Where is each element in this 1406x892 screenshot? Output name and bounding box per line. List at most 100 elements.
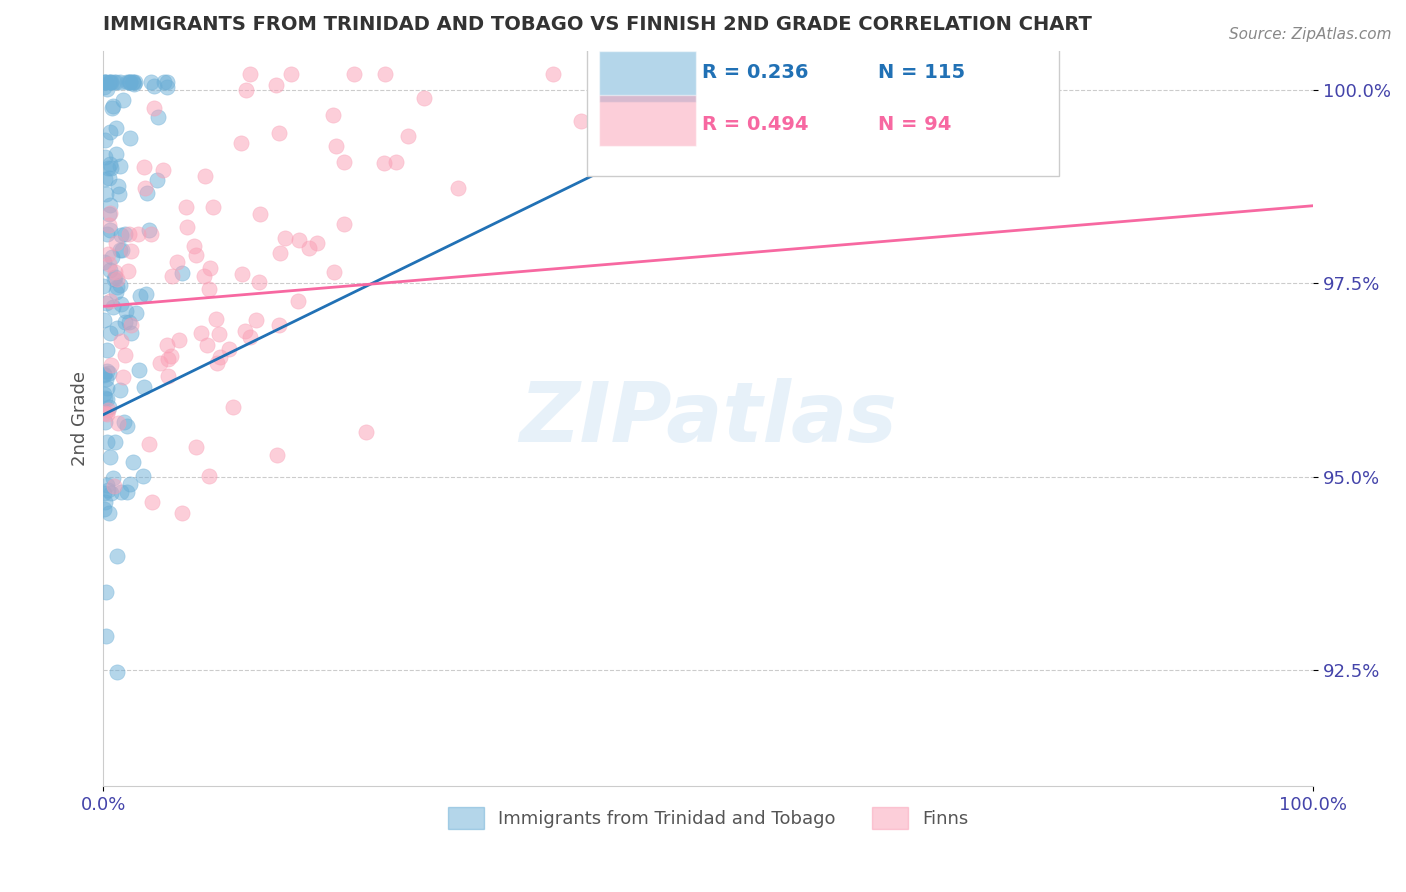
Point bbox=[108, 159, 131, 173]
Point bbox=[124, 306, 146, 320]
Point bbox=[100, 485, 122, 500]
Point bbox=[156, 79, 179, 94]
Point bbox=[135, 286, 157, 301]
Point bbox=[108, 243, 131, 257]
Point bbox=[202, 200, 225, 214]
Point bbox=[160, 268, 183, 283]
Point bbox=[541, 67, 564, 81]
Point bbox=[111, 369, 134, 384]
Point bbox=[101, 101, 124, 115]
Point bbox=[108, 383, 131, 397]
Point bbox=[117, 264, 139, 278]
FancyBboxPatch shape bbox=[599, 95, 696, 146]
Point bbox=[172, 506, 194, 520]
Point bbox=[100, 250, 122, 264]
Point bbox=[134, 160, 156, 174]
Point bbox=[96, 407, 118, 421]
Point bbox=[197, 469, 219, 483]
Point bbox=[94, 150, 117, 164]
Point bbox=[118, 75, 141, 89]
Point bbox=[97, 161, 120, 176]
Point bbox=[120, 318, 142, 332]
Point bbox=[195, 338, 218, 352]
Point bbox=[93, 502, 115, 516]
Point bbox=[233, 324, 256, 338]
Point bbox=[156, 351, 179, 366]
Point bbox=[274, 231, 297, 245]
Point bbox=[325, 139, 347, 153]
Point bbox=[97, 403, 120, 417]
Point bbox=[156, 369, 179, 384]
Point bbox=[101, 98, 124, 112]
Point bbox=[134, 181, 156, 195]
Point bbox=[121, 75, 143, 89]
Point bbox=[190, 326, 212, 340]
Point bbox=[107, 416, 129, 430]
Point bbox=[107, 280, 129, 294]
Point bbox=[93, 368, 115, 382]
Point bbox=[183, 239, 205, 253]
Point bbox=[264, 78, 287, 92]
Point bbox=[94, 629, 117, 643]
Text: R = 0.236: R = 0.236 bbox=[702, 63, 808, 82]
Point bbox=[288, 233, 311, 247]
Point bbox=[322, 107, 344, 121]
Point bbox=[96, 227, 118, 241]
Point bbox=[98, 197, 121, 211]
Point bbox=[235, 83, 257, 97]
Point bbox=[222, 400, 245, 414]
Point bbox=[98, 206, 121, 220]
Point bbox=[156, 338, 179, 352]
Point bbox=[107, 179, 129, 194]
Point bbox=[160, 349, 183, 363]
Point bbox=[374, 67, 396, 81]
Point bbox=[269, 245, 291, 260]
Point bbox=[110, 334, 132, 349]
Text: N = 94: N = 94 bbox=[877, 115, 950, 134]
Point bbox=[96, 380, 118, 394]
Point bbox=[169, 333, 191, 347]
Point bbox=[143, 78, 166, 93]
Point bbox=[200, 260, 222, 275]
Point bbox=[118, 227, 141, 241]
Point bbox=[149, 356, 172, 370]
Point bbox=[280, 67, 302, 81]
Point bbox=[333, 217, 356, 231]
Point bbox=[343, 67, 366, 81]
Point bbox=[139, 227, 162, 242]
Point bbox=[96, 82, 118, 96]
Point bbox=[112, 415, 135, 429]
Point bbox=[412, 90, 434, 104]
Point bbox=[93, 75, 115, 89]
Point bbox=[103, 471, 125, 485]
Point bbox=[97, 218, 120, 232]
Point bbox=[98, 326, 121, 341]
Point bbox=[141, 495, 163, 509]
Point bbox=[110, 227, 132, 242]
Point bbox=[100, 161, 122, 176]
Point bbox=[155, 75, 177, 89]
FancyBboxPatch shape bbox=[599, 51, 696, 103]
Point bbox=[354, 425, 377, 439]
Point bbox=[122, 455, 145, 469]
Point bbox=[98, 263, 121, 277]
Point bbox=[104, 265, 127, 279]
Point bbox=[98, 367, 121, 381]
Point bbox=[98, 450, 121, 464]
Point bbox=[110, 277, 132, 292]
Point bbox=[229, 136, 252, 150]
Point bbox=[94, 495, 117, 509]
Point bbox=[120, 476, 142, 491]
Point bbox=[93, 415, 115, 429]
Point bbox=[96, 477, 118, 491]
Point bbox=[110, 244, 132, 258]
Point bbox=[93, 818, 115, 832]
Point bbox=[333, 155, 356, 169]
Point bbox=[100, 75, 122, 89]
Legend: Immigrants from Trinidad and Tobago, Finns: Immigrants from Trinidad and Tobago, Fin… bbox=[440, 800, 976, 837]
Point bbox=[97, 483, 120, 498]
Point bbox=[305, 235, 328, 250]
Point bbox=[239, 330, 262, 344]
Point bbox=[104, 434, 127, 449]
Point bbox=[132, 380, 155, 394]
